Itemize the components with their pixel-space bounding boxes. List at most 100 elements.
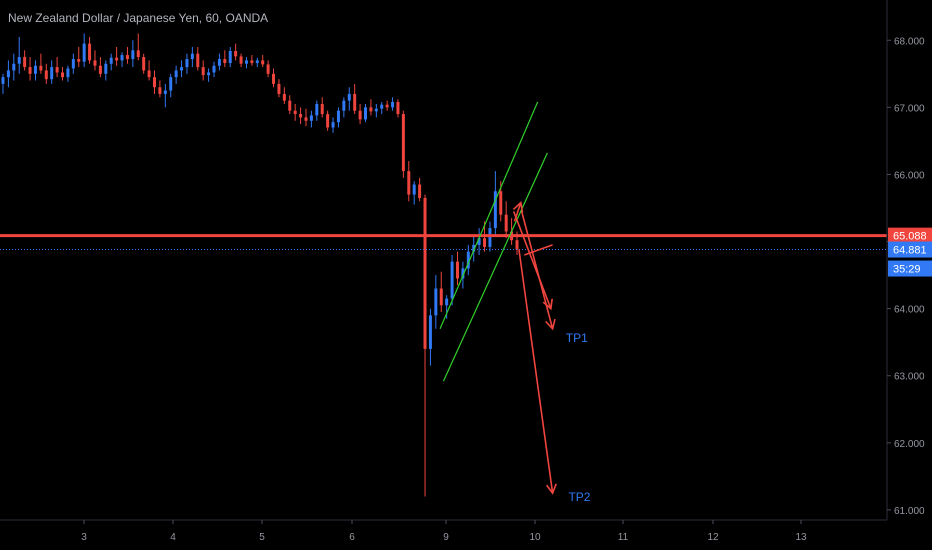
arrow-shaft [513,202,522,222]
candle-body [396,101,400,115]
candle [174,65,178,84]
candle [358,104,362,125]
arrow [524,244,553,256]
candle-body [23,57,27,68]
last-price-tag-text: 64.881 [893,245,927,257]
candle [472,234,476,262]
candle-body [477,238,481,245]
candle [255,57,259,68]
candle-body [17,57,21,64]
candle [391,97,395,111]
candle-body [380,104,384,109]
candle [207,68,211,82]
candle [152,70,156,94]
candle-body [33,65,37,74]
candle [272,68,276,88]
candle-body [347,93,351,101]
candle [61,67,65,81]
candle [288,95,292,115]
candle-body [407,171,411,195]
candle-body [450,261,454,299]
candle-body [201,67,205,76]
candle-body [190,53,194,60]
target-label: TP2 [568,490,590,504]
candle [282,87,286,104]
candle-body [50,67,54,80]
candle [250,55,254,66]
candle [109,53,113,71]
candle [39,53,43,74]
arrow [518,249,557,495]
candle [401,110,405,178]
arrow-shaft [524,244,553,256]
x-tick-label: 11 [618,532,629,543]
candle-body [152,77,156,88]
candle-body [136,50,140,58]
candle [88,36,92,64]
x-tick-label: 13 [795,532,807,543]
candle-body [169,77,173,91]
candle [364,104,368,123]
chart-title: New Zealand Dollar / Japanese Yen, 60, O… [8,11,268,25]
candle [244,57,248,69]
candle [309,110,313,128]
candle-body [207,72,211,76]
arrow-shaft [518,249,554,494]
candle-body [504,214,508,232]
candle [77,46,81,68]
candle [477,228,481,255]
candle [347,87,351,111]
candle-body [288,100,292,111]
candle [418,177,422,202]
candle [223,50,227,68]
candle [33,60,37,81]
candle [190,46,194,68]
candle [342,97,346,118]
candle-body [223,59,227,64]
candle-body [342,100,346,111]
candle [336,107,340,128]
x-tick-label: 6 [349,532,355,543]
candle-body [163,90,167,94]
candle [6,60,10,88]
x-tick-label: 5 [259,532,265,543]
time-axis[interactable]: 3 4 5 6 9 10 11 12 13 [81,520,807,543]
y-tick-label: 63.000 [894,372,925,383]
candle-body [385,104,389,108]
candle [44,63,48,84]
candle-body [55,67,59,73]
candle-body [277,83,281,94]
candle-body [455,261,459,279]
candle [228,46,232,68]
candle [169,73,173,98]
countdown-tag-text: 35:29 [893,264,921,276]
candle-body [515,240,519,250]
arrow [520,211,556,331]
candle [23,50,27,71]
candle [423,194,427,497]
candle-body [185,59,189,68]
candle-body [434,288,438,316]
candle [136,33,140,61]
candle-body [401,114,405,172]
arrow-shaft [520,211,554,329]
candle-body [115,57,119,61]
candle-body [228,50,232,64]
candle-body [1,77,5,84]
candle [380,101,384,115]
candle-body [66,68,70,78]
candle [407,161,411,202]
candle [293,104,297,121]
candle-body [93,60,97,66]
candle-body [147,70,151,78]
candle [12,53,16,81]
candle-body [412,184,416,195]
candle [82,33,86,68]
candle [158,80,162,98]
candle [396,99,400,118]
candle-body [71,59,75,69]
candle-body [336,110,340,123]
channel-line [442,152,548,382]
candle-body [282,93,286,101]
